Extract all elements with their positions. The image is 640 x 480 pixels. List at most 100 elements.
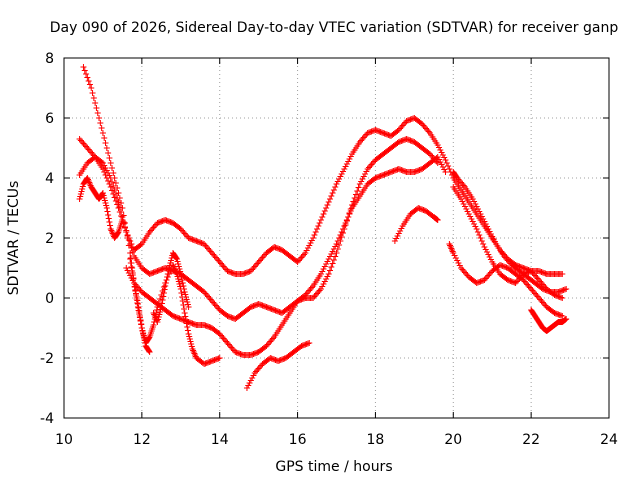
- data-point: [559, 313, 566, 319]
- y-tick-label: 4: [45, 171, 54, 187]
- series-prn-h: [391, 205, 441, 244]
- data-point: [98, 159, 105, 165]
- data-point: [99, 130, 106, 136]
- data-point: [106, 155, 113, 161]
- data-point: [312, 229, 319, 235]
- data-point: [150, 322, 157, 328]
- y-axis-title: SDTVAR / TECUs: [6, 181, 22, 296]
- data-points: [76, 64, 570, 391]
- data-point: [182, 317, 189, 323]
- data-point: [130, 276, 137, 282]
- data-point: [330, 187, 337, 193]
- data-point: [110, 183, 117, 189]
- data-point: [105, 150, 112, 156]
- data-point: [181, 306, 188, 312]
- data-point: [121, 224, 128, 230]
- data-point: [132, 287, 139, 293]
- data-point: [327, 267, 334, 274]
- data-point: [136, 309, 143, 315]
- x-tick-label: 14: [211, 432, 229, 448]
- data-point: [97, 120, 104, 126]
- data-point: [105, 212, 112, 218]
- data-point: [347, 208, 354, 214]
- data-point: [114, 195, 121, 201]
- data-point: [316, 220, 323, 226]
- data-point: [133, 290, 140, 297]
- data-point: [81, 67, 88, 74]
- data-point: [127, 260, 134, 266]
- data-point: [320, 211, 327, 217]
- data-point: [115, 190, 122, 196]
- data-point: [178, 274, 185, 280]
- data-point: [306, 340, 313, 346]
- data-point: [107, 222, 114, 229]
- data-point: [115, 199, 122, 205]
- data-point: [319, 214, 326, 220]
- data-point: [563, 286, 570, 292]
- y-tick-label: -4: [40, 411, 54, 427]
- data-point: [184, 327, 191, 334]
- y-tick-label: 0: [45, 291, 54, 307]
- data-point: [330, 257, 337, 263]
- data-point: [182, 313, 189, 320]
- data-point: [336, 235, 343, 241]
- data-point: [338, 229, 345, 235]
- data-point: [324, 202, 331, 208]
- chart-title: Day 090 of 2026, Sidereal Day-to-day VTE…: [50, 20, 619, 36]
- data-point: [478, 238, 485, 244]
- data-point: [86, 81, 93, 88]
- x-tick-label: 16: [289, 432, 307, 448]
- data-point: [157, 296, 164, 302]
- data-point: [106, 219, 113, 225]
- data-point: [328, 264, 335, 270]
- data-point: [474, 229, 481, 235]
- data-point: [104, 208, 111, 215]
- data-point: [89, 90, 96, 96]
- x-tick-labels: 10 12 14 16 18 20 22 24: [55, 432, 618, 448]
- data-point: [158, 304, 165, 310]
- data-point: [181, 286, 188, 292]
- data-point: [179, 298, 186, 304]
- data-point: [131, 280, 138, 286]
- data-point: [134, 301, 141, 307]
- data-point: [337, 232, 344, 238]
- data-point: [145, 348, 152, 354]
- data-point: [93, 105, 100, 111]
- data-point: [133, 294, 140, 300]
- data-point: [354, 188, 361, 194]
- series-prn-g: [243, 340, 313, 391]
- data-point: [334, 238, 341, 244]
- data-point: [162, 280, 169, 286]
- data-point: [310, 235, 317, 241]
- data-point: [446, 166, 453, 172]
- data-point: [83, 71, 90, 77]
- series-prn-f: [150, 250, 192, 325]
- data-point: [105, 178, 112, 184]
- data-point: [145, 335, 152, 341]
- data-point: [135, 305, 142, 311]
- data-point: [107, 184, 114, 190]
- data-point: [112, 180, 119, 186]
- data-point: [341, 223, 348, 229]
- data-point: [110, 170, 117, 176]
- data-point: [559, 295, 566, 301]
- x-axis-title: GPS time / hours: [275, 459, 392, 475]
- data-point: [477, 235, 484, 241]
- data-point: [480, 241, 487, 247]
- data-point: [92, 100, 99, 106]
- data-point: [327, 196, 334, 202]
- data-point: [160, 290, 167, 296]
- data-point: [434, 160, 441, 166]
- data-point: [317, 217, 324, 223]
- data-point: [96, 115, 103, 121]
- data-point: [343, 217, 350, 223]
- data-point: [115, 205, 122, 211]
- data-point: [129, 249, 136, 255]
- series-prn-d: [123, 154, 449, 358]
- data-point: [163, 277, 170, 283]
- data-point: [94, 110, 101, 116]
- data-point: [99, 166, 106, 172]
- data-point: [442, 169, 449, 175]
- x-tick-label: 12: [133, 432, 151, 448]
